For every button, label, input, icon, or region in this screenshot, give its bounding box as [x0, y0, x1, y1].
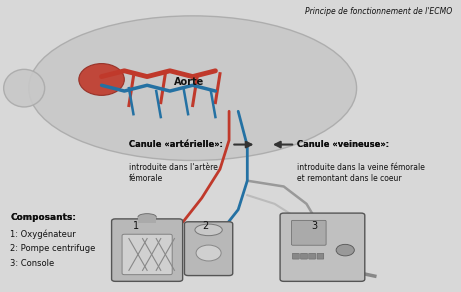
- Text: Composants:: Composants:: [11, 213, 77, 222]
- Circle shape: [336, 244, 355, 256]
- FancyBboxPatch shape: [122, 234, 172, 275]
- Text: introduite dans la veine fémorale
et remontant dans le coeur: introduite dans la veine fémorale et rem…: [297, 163, 425, 183]
- Ellipse shape: [29, 16, 357, 161]
- FancyBboxPatch shape: [292, 253, 299, 259]
- Ellipse shape: [4, 69, 45, 107]
- Text: Aorte: Aorte: [174, 77, 205, 87]
- Text: Principe de fonctionnement de l'ECMO: Principe de fonctionnement de l'ECMO: [305, 7, 452, 16]
- Text: 1: Oxygénateur: 1: Oxygénateur: [11, 230, 76, 239]
- Text: Canule «artérielle»:: Canule «artérielle»:: [129, 140, 223, 149]
- Text: 3: Console: 3: Console: [11, 259, 55, 268]
- Text: introduite dans l'artère
fémorale: introduite dans l'artère fémorale: [129, 163, 218, 183]
- FancyBboxPatch shape: [301, 253, 307, 259]
- Ellipse shape: [79, 64, 124, 95]
- Text: Canule «veineuse»:: Canule «veineuse»:: [297, 140, 390, 149]
- FancyBboxPatch shape: [184, 222, 233, 276]
- Text: 3: 3: [311, 221, 317, 231]
- Text: Composants:: Composants:: [11, 213, 77, 222]
- Text: 2: 2: [202, 221, 208, 231]
- FancyBboxPatch shape: [317, 253, 324, 259]
- FancyBboxPatch shape: [280, 213, 365, 281]
- Text: 1: 1: [133, 221, 140, 231]
- FancyBboxPatch shape: [112, 219, 183, 281]
- Ellipse shape: [138, 214, 156, 220]
- Ellipse shape: [195, 224, 222, 236]
- Text: 2: Pompe centrifuge: 2: Pompe centrifuge: [11, 244, 96, 253]
- Text: Canule «veineuse»:: Canule «veineuse»:: [297, 140, 390, 149]
- Bar: [138, 217, 156, 223]
- Ellipse shape: [196, 245, 221, 261]
- FancyBboxPatch shape: [291, 220, 326, 245]
- Text: Canule «artérielle»:: Canule «artérielle»:: [129, 140, 223, 149]
- FancyBboxPatch shape: [309, 253, 316, 259]
